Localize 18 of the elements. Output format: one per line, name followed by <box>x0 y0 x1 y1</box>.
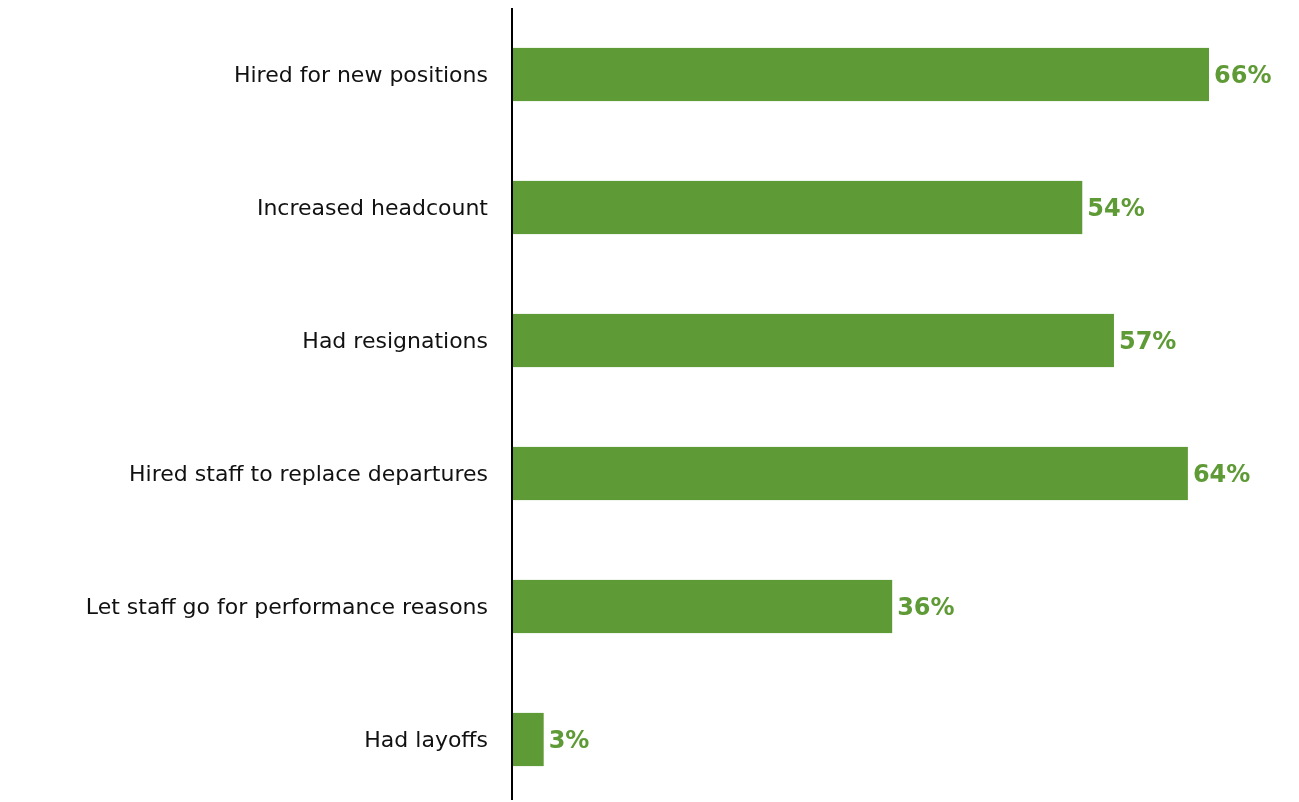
y-tick-label: Hired for new positions <box>233 62 488 88</box>
data-label: 57% <box>1118 326 1177 355</box>
y-tick-label: Increased headcount <box>256 195 489 221</box>
bar <box>512 446 1188 501</box>
data-label: 54% <box>1087 193 1145 222</box>
bar <box>512 313 1114 368</box>
bar <box>512 712 544 767</box>
bar <box>512 47 1209 102</box>
y-tick-label: Hired staff to replace departures <box>129 461 488 487</box>
bar <box>512 579 893 634</box>
y-tick-label: Let staff go for performance reasons <box>85 594 488 620</box>
data-label: 66% <box>1214 60 1272 89</box>
data-label: 64% <box>1192 459 1251 488</box>
y-tick-label: Had resignations <box>302 328 488 354</box>
y-tick-label: Had layoffs <box>364 727 488 753</box>
bar <box>512 180 1083 235</box>
data-label: 3% <box>548 725 590 754</box>
data-label: 36% <box>897 592 955 621</box>
